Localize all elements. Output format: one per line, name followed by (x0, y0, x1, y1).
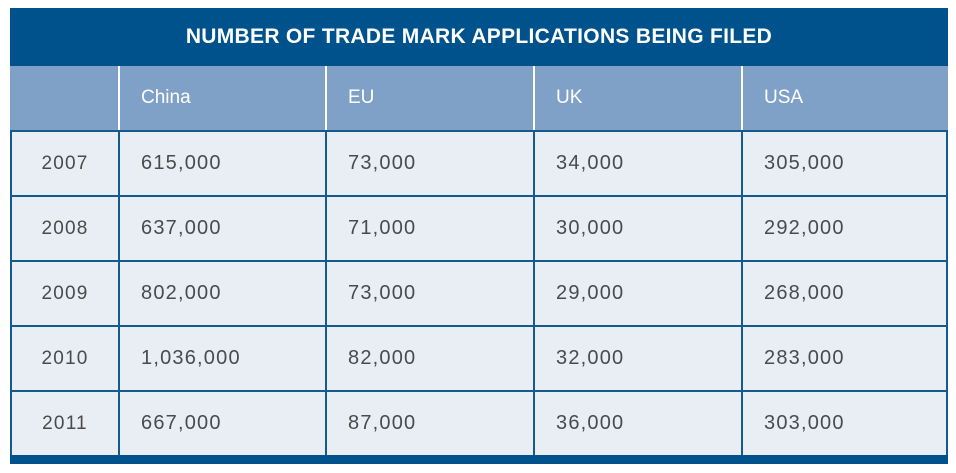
value-cell-2010-uk: 32,000 (535, 327, 741, 390)
header-cell-china: China (118, 66, 325, 130)
value-cell-2009-china: 802,000 (120, 262, 325, 325)
year-cell-2008: 2008 (12, 197, 118, 260)
value-cell-2009-uk: 29,000 (535, 262, 741, 325)
table-body: 2007 615,000 73,000 34,000 305,000 2008 … (10, 130, 948, 455)
table-header-row: China EU UK USA (10, 66, 948, 130)
header-cell-eu: EU (325, 66, 533, 130)
header-cell-usa: USA (741, 66, 948, 130)
value-cell-2007-eu: 73,000 (327, 132, 533, 195)
header-cell-blank (10, 66, 118, 130)
year-cell-2011: 2011 (12, 392, 118, 455)
table-bottom-bar (10, 455, 948, 464)
value-cell-2008-china: 637,000 (120, 197, 325, 260)
value-cell-2010-china: 1,036,000 (120, 327, 325, 390)
value-cell-2010-eu: 82,000 (327, 327, 533, 390)
year-cell-2010: 2010 (12, 327, 118, 390)
header-cell-uk: UK (533, 66, 741, 130)
value-cell-2011-uk: 36,000 (535, 392, 741, 455)
value-cell-2008-uk: 30,000 (535, 197, 741, 260)
value-cell-2010-usa: 283,000 (743, 327, 946, 390)
value-cell-2007-china: 615,000 (120, 132, 325, 195)
value-cell-2011-usa: 303,000 (743, 392, 946, 455)
value-cell-2011-eu: 87,000 (327, 392, 533, 455)
table-title: NUMBER OF TRADE MARK APPLICATIONS BEING … (185, 25, 773, 48)
value-cell-2008-usa: 292,000 (743, 197, 946, 260)
value-cell-2007-uk: 34,000 (535, 132, 741, 195)
value-cell-2009-eu: 73,000 (327, 262, 533, 325)
year-cell-2007: 2007 (12, 132, 118, 195)
table-title-bar: NUMBER OF TRADE MARK APPLICATIONS BEING … (10, 8, 948, 66)
year-cell-2009: 2009 (12, 262, 118, 325)
value-cell-2007-usa: 305,000 (743, 132, 946, 195)
value-cell-2011-china: 667,000 (120, 392, 325, 455)
value-cell-2009-usa: 268,000 (743, 262, 946, 325)
value-cell-2008-eu: 71,000 (327, 197, 533, 260)
trademark-applications-table: NUMBER OF TRADE MARK APPLICATIONS BEING … (10, 8, 948, 464)
